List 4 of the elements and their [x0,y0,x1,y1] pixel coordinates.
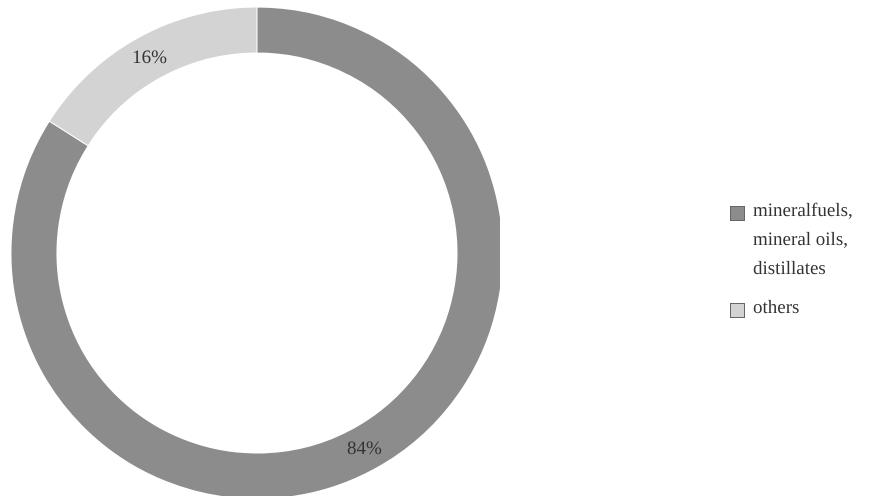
legend-label: mineralfuels, mineral oils, distillates [753,199,854,281]
data-label: 16% [132,47,168,68]
data-label: 84% [347,438,382,459]
legend-label: others [753,296,800,320]
